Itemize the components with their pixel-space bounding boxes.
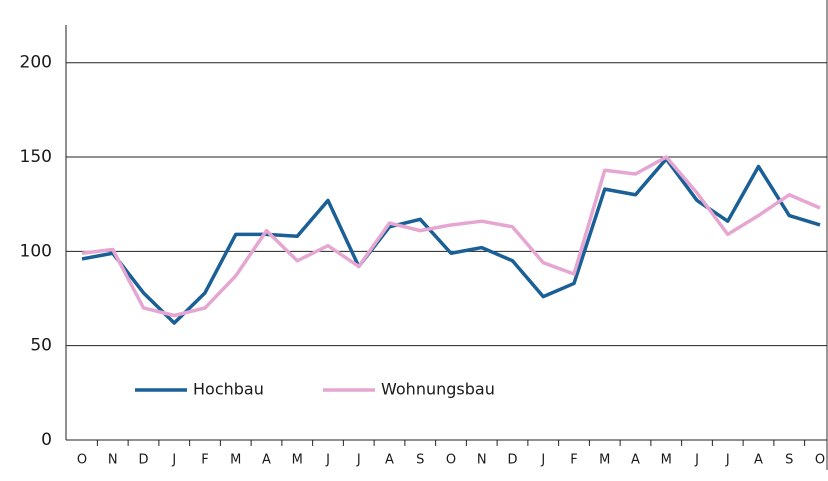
- x-tick-label: M: [230, 453, 241, 468]
- y-tick-label: 0: [41, 430, 52, 450]
- x-tick-label: F: [201, 453, 208, 468]
- series-line: [81, 155, 821, 318]
- x-tick-label: M: [292, 453, 303, 468]
- x-tick-label: O: [446, 453, 456, 468]
- y-tick-label: 150: [20, 147, 52, 167]
- x-tick-label: A: [631, 453, 640, 468]
- x-tick-label: M: [599, 453, 610, 468]
- x-tick-label: N: [108, 453, 118, 468]
- y-tick-label: 50: [30, 336, 52, 356]
- y-tick-label: 200: [20, 53, 52, 73]
- y-tick-label: 100: [20, 241, 52, 261]
- x-tick-label: J: [694, 453, 699, 468]
- x-tick-label: M: [661, 453, 672, 468]
- legend-label: Wohnungsbau: [381, 380, 495, 399]
- x-tick-label: D: [138, 453, 148, 468]
- x-tick-label: F: [570, 453, 577, 468]
- legend-label: Hochbau: [193, 380, 264, 399]
- x-tick-label: J: [171, 453, 176, 468]
- x-tick-label: A: [385, 453, 394, 468]
- x-tick-label: O: [815, 453, 825, 468]
- x-tick-label: J: [325, 453, 330, 468]
- x-tick-label: J: [540, 453, 545, 468]
- x-tick-label: S: [416, 453, 424, 468]
- series-line: [81, 157, 821, 325]
- x-tick-label: J: [356, 453, 361, 468]
- x-tick-label: S: [785, 453, 793, 468]
- x-tick-label: N: [477, 453, 487, 468]
- x-tick-label: O: [77, 453, 87, 468]
- x-tick-label: A: [262, 453, 271, 468]
- x-tick-label: D: [507, 453, 517, 468]
- x-tick-label: J: [725, 453, 730, 468]
- x-tick-label: A: [754, 453, 763, 468]
